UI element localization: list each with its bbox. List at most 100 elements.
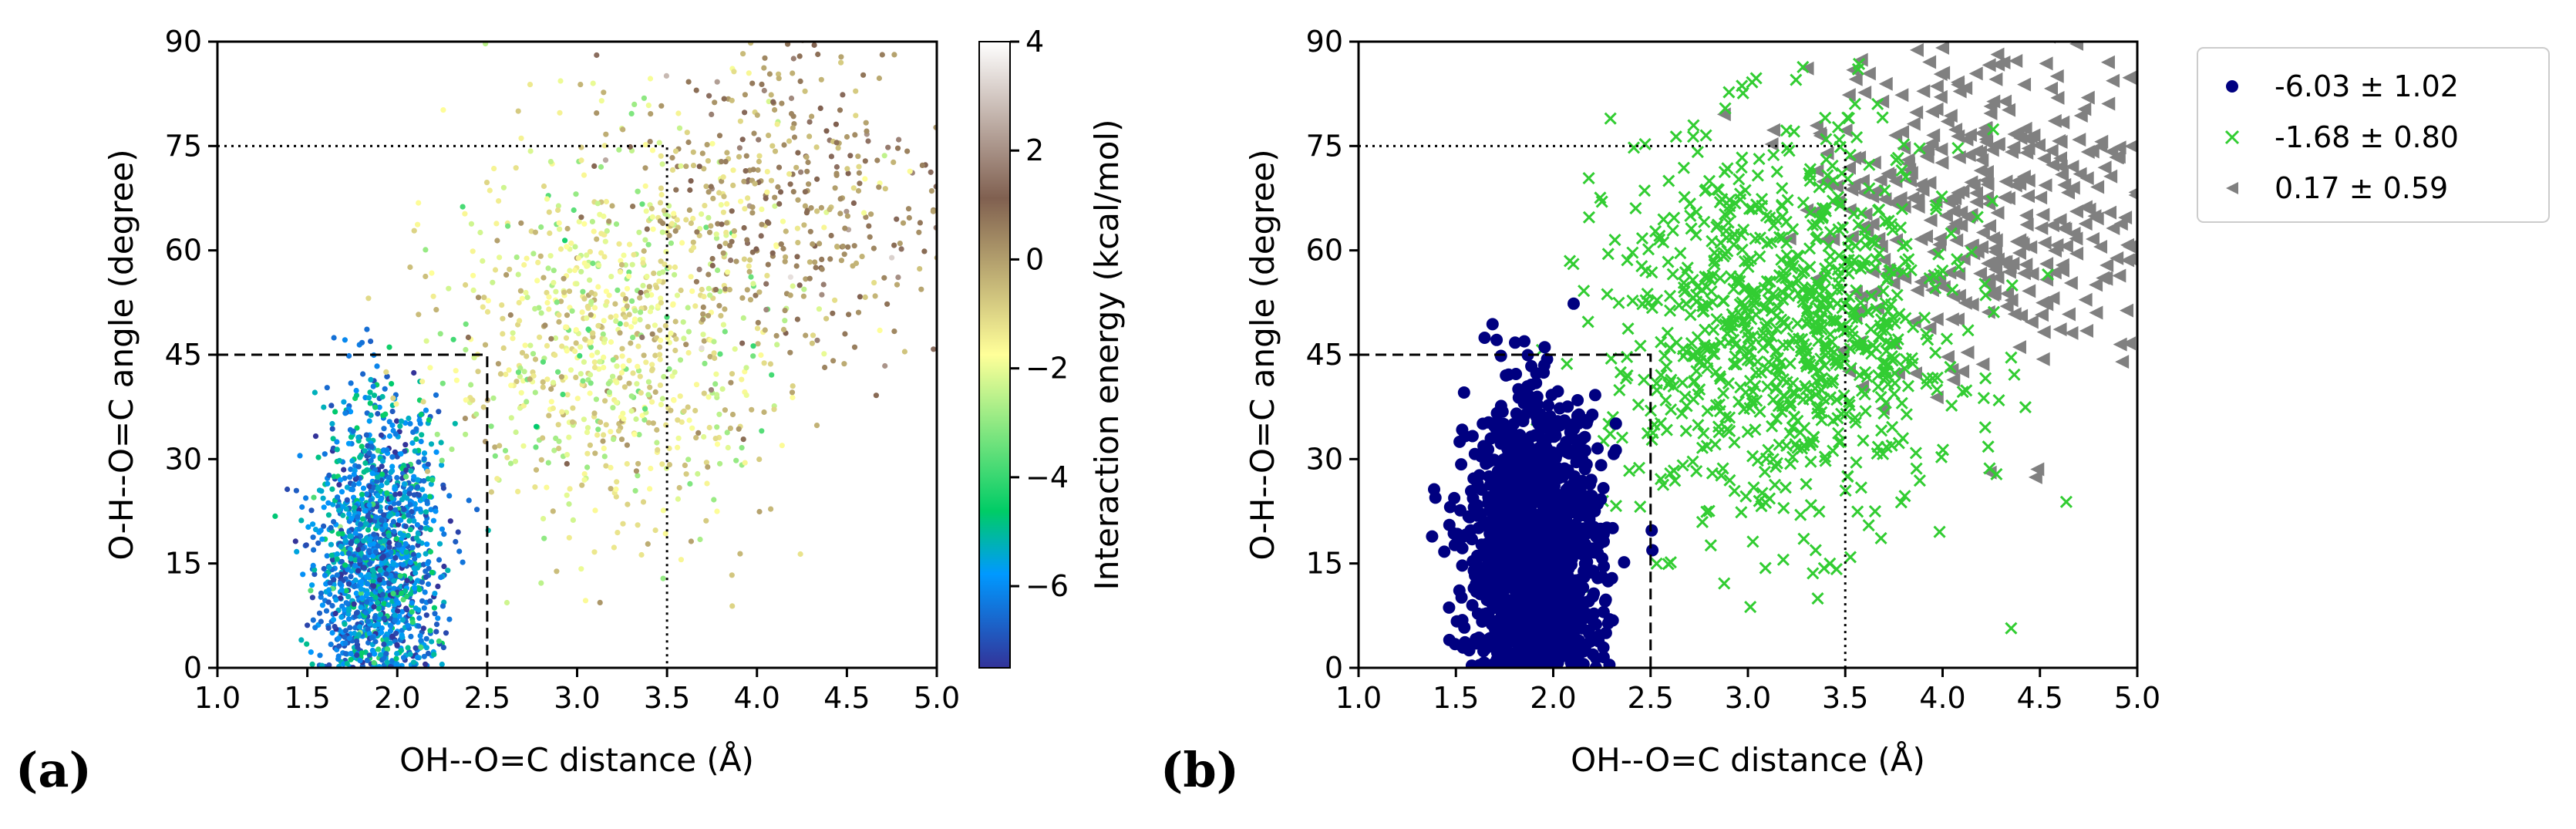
scatter-point bbox=[657, 352, 663, 358]
scatter-point bbox=[2033, 190, 2048, 205]
scatter-point bbox=[838, 59, 844, 66]
colorbar-tick-label: −4 bbox=[1025, 460, 1069, 494]
scatter-point bbox=[546, 306, 552, 312]
scatter-point bbox=[1727, 238, 1740, 251]
panel-a-chart: 1.0 1.5 2.0 2.5 3.0 3.5 4.0 4.5 5.0 015304560759… bbox=[15, 6, 960, 798]
scatter-point bbox=[1803, 206, 1817, 219]
scatter-point bbox=[1873, 173, 1887, 187]
scatter-point bbox=[1932, 231, 1947, 246]
scatter-point bbox=[833, 172, 840, 178]
scatter-point bbox=[676, 484, 682, 491]
scatter-point bbox=[642, 183, 648, 189]
scatter-point bbox=[658, 402, 665, 408]
scatter-point bbox=[375, 646, 382, 652]
scatter-point bbox=[1935, 156, 1949, 170]
scatter-point bbox=[1899, 255, 1912, 268]
scatter-point bbox=[542, 322, 548, 329]
scatter-point bbox=[1891, 366, 1905, 380]
scatter-point bbox=[1854, 339, 1867, 352]
scatter-point bbox=[363, 610, 369, 616]
scatter-point bbox=[1901, 379, 1914, 393]
scatter-point bbox=[358, 586, 364, 592]
scatter-point bbox=[758, 233, 764, 239]
scatter-point bbox=[342, 607, 348, 613]
scatter-point bbox=[1782, 289, 1796, 302]
scatter-point bbox=[941, 229, 947, 234]
scatter-point bbox=[1713, 196, 1726, 209]
scatter-point bbox=[742, 206, 748, 212]
scatter-point bbox=[1913, 474, 1926, 487]
scatter-point bbox=[404, 495, 410, 501]
scatter-point bbox=[368, 457, 374, 463]
scatter-point bbox=[368, 376, 374, 382]
scatter-point bbox=[1961, 324, 1975, 337]
scatter-point bbox=[1897, 265, 1910, 278]
scatter-point bbox=[684, 130, 690, 136]
scatter-point bbox=[832, 6, 837, 12]
scatter-point bbox=[381, 615, 387, 622]
scatter-point bbox=[515, 271, 521, 278]
scatter-point bbox=[846, 312, 852, 318]
scatter-point bbox=[584, 464, 591, 470]
scatter-point bbox=[594, 110, 600, 116]
scatter-point bbox=[857, 294, 863, 300]
scatter-point bbox=[503, 271, 510, 278]
scatter-point bbox=[762, 55, 768, 61]
scatter-point bbox=[601, 432, 607, 438]
scatter-point bbox=[2128, 190, 2137, 200]
scatter-point bbox=[1990, 47, 2005, 62]
scatter-point bbox=[1653, 233, 1666, 246]
scatter-point bbox=[416, 312, 422, 318]
colorbar-tick-label: 2 bbox=[1025, 133, 1044, 167]
scatter-point bbox=[1888, 376, 1901, 389]
scatter-point bbox=[683, 342, 689, 348]
scatter-point bbox=[1796, 442, 1809, 455]
scatter-point bbox=[753, 246, 759, 252]
scatter-point bbox=[1690, 365, 1703, 378]
scatter-point bbox=[1753, 494, 1766, 507]
scatter-point bbox=[439, 526, 446, 532]
scatter-point bbox=[2014, 308, 2029, 323]
scatter-point bbox=[409, 509, 415, 515]
scatter-point bbox=[718, 202, 724, 208]
scatter-point bbox=[1692, 419, 1705, 432]
scatter-point bbox=[1797, 532, 1810, 545]
scatter-point bbox=[776, 201, 783, 207]
scatter-point bbox=[657, 356, 663, 362]
scatter-point bbox=[519, 349, 526, 356]
scatter-point bbox=[578, 214, 584, 221]
scatter-point bbox=[365, 639, 372, 646]
scatter-point bbox=[2019, 217, 2034, 232]
scatter-point bbox=[349, 458, 355, 464]
scatter-point bbox=[692, 407, 699, 414]
scatter-point bbox=[342, 634, 348, 640]
scatter-point bbox=[324, 553, 330, 559]
scatter-point bbox=[633, 468, 640, 474]
scatter-point bbox=[2123, 240, 2137, 254]
scatter-point bbox=[689, 288, 695, 295]
scatter-point bbox=[343, 600, 349, 606]
scatter-point bbox=[1689, 228, 1702, 241]
scatter-point bbox=[369, 470, 375, 477]
scatter-point bbox=[731, 227, 738, 234]
scatter-point bbox=[855, 153, 861, 160]
scatter-point bbox=[392, 612, 398, 618]
scatter-point bbox=[863, 214, 869, 221]
scatter-point bbox=[891, 329, 897, 335]
scatter-point bbox=[2045, 218, 2059, 233]
scatter-point bbox=[655, 447, 661, 453]
scatter-point bbox=[619, 345, 625, 352]
scatter-point bbox=[421, 450, 428, 457]
scatter-point bbox=[1773, 231, 1786, 244]
scatter-point bbox=[841, 251, 847, 258]
scatter-point bbox=[1734, 193, 1747, 206]
scatter-point bbox=[643, 359, 649, 366]
scatter-point bbox=[588, 344, 594, 350]
scatter-point bbox=[864, 128, 870, 134]
scatter-point bbox=[798, 169, 804, 175]
scatter-point bbox=[407, 651, 413, 658]
scatter-point bbox=[790, 189, 796, 195]
scatter-point bbox=[364, 599, 370, 605]
scatter-point bbox=[379, 471, 386, 477]
scatter-point bbox=[414, 522, 421, 528]
